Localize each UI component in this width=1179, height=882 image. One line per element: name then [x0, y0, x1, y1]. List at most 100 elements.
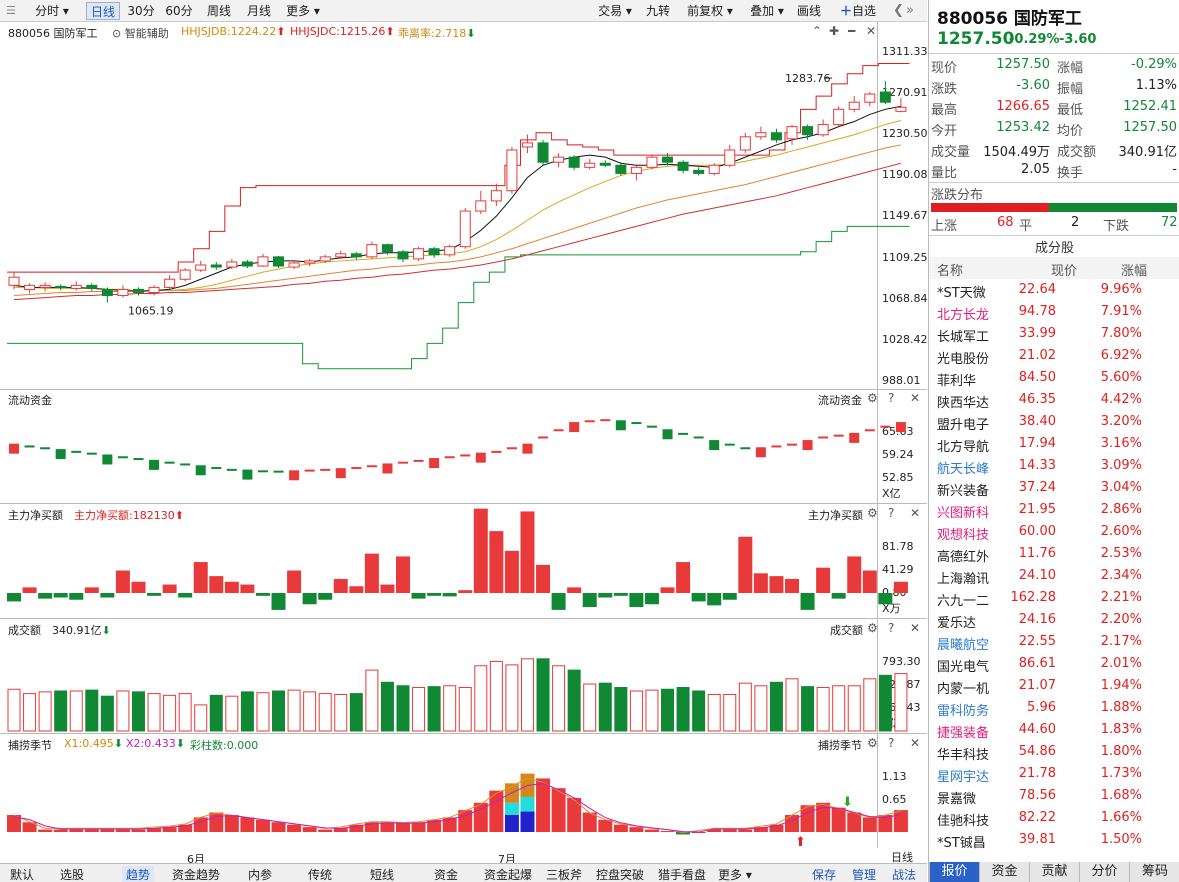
stock-row[interactable]: 上海瀚讯 24.10 2.34% [929, 565, 1179, 587]
watchlist-button[interactable]: ＋自选 [830, 2, 886, 20]
overlay-menu[interactable]: 叠加 ▾ [750, 4, 784, 18]
flow-mark [71, 450, 82, 453]
stock-row[interactable]: 佳驰科技 82.22 1.66% [929, 807, 1179, 829]
stock-row[interactable]: 兴图新科 21.95 2.86% [929, 499, 1179, 521]
pane-divider[interactable] [0, 618, 927, 619]
volume-bar [38, 691, 52, 732]
zhuli-bar [691, 593, 706, 602]
bottom-tab[interactable]: 控盘突破 [596, 868, 645, 882]
stock-row[interactable]: 国光电气 86.61 2.01% [929, 653, 1179, 675]
pane-divider[interactable] [0, 389, 927, 390]
stock-row[interactable]: 晨曦航空 22.55 2.17% [929, 631, 1179, 653]
tab-more[interactable]: 更多 ▾ [286, 4, 320, 18]
fuquan-menu[interactable]: 前复权 ▾ [687, 4, 733, 18]
arrow-up-icon: ⬆ [385, 25, 395, 38]
stock-row[interactable]: *ST铖昌 39.81 1.50% [929, 829, 1179, 851]
collapse-right-icon[interactable]: » [906, 3, 914, 18]
gear-icon[interactable]: ⚙ [867, 736, 878, 750]
stock-row[interactable]: 捷强装备 44.60 1.83% [929, 719, 1179, 741]
tab-week[interactable]: 周线 [206, 4, 231, 18]
help-icon[interactable]: ? [888, 506, 895, 520]
right-tab[interactable]: 贡献 [1029, 862, 1079, 882]
col-price[interactable]: 现价 [1051, 264, 1078, 279]
candle-body [615, 164, 627, 174]
right-tab[interactable]: 报价 [929, 862, 979, 882]
tab-day[interactable]: 日线 [86, 2, 120, 20]
stock-row[interactable]: 航天长峰 14.33 3.09% [929, 455, 1179, 477]
menu-icon[interactable]: ☰ [6, 4, 16, 17]
col-change[interactable]: 涨幅 [1121, 264, 1148, 279]
stock-row[interactable]: 北方导航 17.94 3.16% [929, 433, 1179, 455]
add-icon[interactable]: ✚ [829, 24, 840, 38]
bottom-tab[interactable]: 猎手看盘 [658, 868, 707, 882]
close-icon[interactable]: ✕ [910, 391, 921, 405]
bottom-tab[interactable]: 三板斧 [546, 868, 583, 882]
stock-row[interactable]: *ST天微 22.64 9.96% [929, 279, 1179, 301]
stock-name: 佳驰科技 [937, 814, 990, 829]
bottom-tab[interactable]: 资金趋势 [172, 868, 221, 882]
stock-row[interactable]: 景嘉微 78.56 1.68% [929, 785, 1179, 807]
stock-row[interactable]: 长城军工 33.99 7.80% [929, 323, 1179, 345]
stock-row[interactable]: 观想科技 60.00 2.60% [929, 521, 1179, 543]
pane-divider[interactable] [0, 733, 927, 734]
bottom-tab[interactable]: 默认 [10, 868, 35, 882]
bottom-tab[interactable]: 传统 [308, 868, 333, 882]
bottom-tab[interactable]: 资金起爆 [484, 868, 533, 882]
remove-icon[interactable]: ━ [848, 24, 856, 38]
help-icon[interactable]: ? [888, 391, 895, 405]
bottom-tab[interactable]: 保存 [812, 868, 837, 882]
right-tab[interactable]: 分价 [1079, 862, 1129, 882]
stock-row[interactable]: 菲利华 84.50 5.60% [929, 367, 1179, 389]
stock-row[interactable]: 光电股份 21.02 6.92% [929, 345, 1179, 367]
close-icon[interactable]: ✕ [866, 24, 877, 38]
close-icon[interactable]: ✕ [910, 621, 921, 635]
chart-canvas[interactable]: 1283.76 1065.19 ⬆ ⬇ [0, 0, 910, 863]
close-icon[interactable]: ✕ [910, 506, 921, 520]
bottom-tab[interactable]: 更多 ▾ [718, 868, 752, 882]
stock-row[interactable]: 新兴装备 37.24 3.04% [929, 477, 1179, 499]
stock-row[interactable]: 盟升电子 38.40 3.20% [929, 411, 1179, 433]
stock-row[interactable]: 北方长龙 94.78 7.91% [929, 301, 1179, 323]
bottom-tab[interactable]: 内参 [248, 868, 273, 882]
bottom-tab[interactable]: 战法 [892, 868, 917, 882]
help-icon[interactable]: ? [888, 621, 895, 635]
chevron-left-icon[interactable]: ❮ [893, 3, 904, 18]
bottom-tab[interactable]: 短线 [370, 868, 395, 882]
jiuzhuan-button[interactable]: 九转 [645, 4, 670, 18]
flow-mark [180, 463, 191, 466]
bottom-tab[interactable]: 趋势 [122, 866, 155, 882]
stock-row[interactable]: 雷科防务 5.96 1.88% [929, 697, 1179, 719]
gear-icon[interactable]: ⚙ [867, 506, 878, 520]
stock-row[interactable]: 高德红外 11.76 2.53% [929, 543, 1179, 565]
stock-change: 2.01% [1100, 656, 1142, 671]
tab-30min[interactable]: 30分 [127, 4, 155, 18]
stock-row[interactable]: 星网宇达 21.78 1.73% [929, 763, 1179, 785]
smart-assist[interactable]: ⊙ 智能辅助 [112, 25, 169, 41]
zhuli-bar [707, 593, 722, 606]
tab-60min[interactable]: 60分 [165, 4, 193, 18]
stock-row[interactable]: 六九一二 162.28 2.21% [929, 587, 1179, 609]
close-icon[interactable]: ✕ [910, 736, 921, 750]
stock-row[interactable]: 陕西华达 46.35 4.42% [929, 389, 1179, 411]
right-tab[interactable]: 筹码 [1129, 862, 1179, 882]
stock-price: 84.50 [1018, 370, 1056, 385]
stock-row[interactable]: 华丰科技 54.86 1.80% [929, 741, 1179, 763]
stock-row[interactable]: 爱乐达 24.16 2.20% [929, 609, 1179, 631]
stock-row[interactable]: 内蒙一机 21.07 1.94% [929, 675, 1179, 697]
bottom-tab[interactable]: 管理 [852, 868, 877, 882]
tab-fenshi[interactable]: 分时 ▾ [35, 4, 69, 18]
tab-month[interactable]: 月线 [246, 4, 271, 18]
gear-icon[interactable]: ⚙ [867, 391, 878, 405]
y-tick-label: 81.78 [882, 540, 914, 553]
stock-change: 2.86% [1100, 502, 1142, 517]
chevron-up-icon[interactable]: ⌃ [812, 24, 823, 38]
pane-divider[interactable] [0, 503, 927, 504]
gear-icon[interactable]: ⚙ [867, 621, 878, 635]
bottom-tab[interactable]: 选股 [60, 868, 85, 882]
right-tab[interactable]: 资金 [979, 862, 1029, 882]
help-icon[interactable]: ? [888, 736, 895, 750]
draw-button[interactable]: 画线 [796, 4, 821, 18]
trade-menu[interactable]: 交易 ▾ [598, 4, 632, 18]
col-name[interactable]: 名称 [937, 264, 964, 279]
bottom-tab[interactable]: 资金 [434, 868, 459, 882]
